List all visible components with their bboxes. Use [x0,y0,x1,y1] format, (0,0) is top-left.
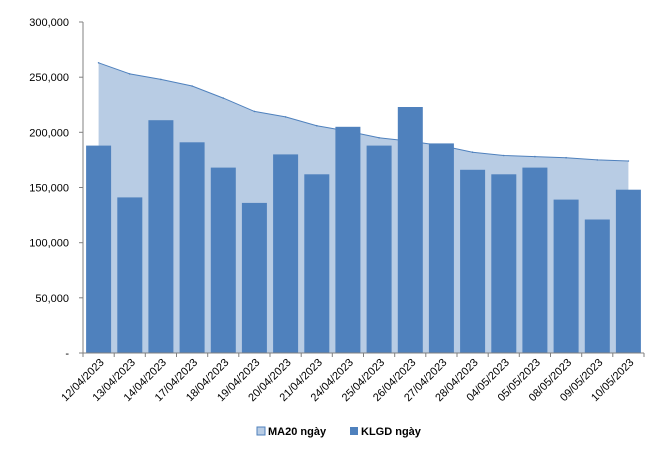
y-tick-label: 50,000 [35,293,69,305]
klgd-bar [428,143,454,353]
ma20-point [129,73,131,75]
ma20-line [98,62,629,162]
klgd-bar [615,189,641,353]
klgd-bar [117,197,143,353]
ma20-area [98,62,629,354]
klgd-bar [210,167,236,353]
klgd-bar [304,174,330,353]
klgd-bar [460,169,486,353]
ma20-point [471,151,474,153]
y-tick-labels: - 50,000 100,000 150,000 200,000 250,000 300,0… [29,17,83,360]
y-tick-label: - [65,348,69,360]
ma20-point [503,154,505,157]
y-tick-label: 100,000 [29,238,69,250]
klgd-bar-layer [86,107,641,353]
legend-label-klgd: KLGD ngày [361,426,422,438]
klgd-bar [148,120,174,353]
ma20-point [627,160,630,162]
klgd-bar [241,202,267,353]
klgd-bar [366,145,392,353]
ma20-area-layer [97,62,630,354]
ma20-point [97,62,100,64]
ma20-point [596,159,599,161]
ma20-point [378,137,380,139]
klgd-bar [584,219,610,353]
ma20-point [191,85,193,87]
klgd-bar [553,199,579,353]
ma20-point [284,116,287,118]
ma20-point [316,124,318,127]
y-tick-label: 200,000 [29,127,69,139]
y-tick-label: 300,000 [29,17,69,29]
y-tick-label: 150,000 [29,183,69,195]
klgd-bar [179,142,205,353]
klgd-bar [335,126,361,353]
klgd-bar [491,174,517,353]
klgd-bar [86,145,112,353]
ma20-point [253,110,256,113]
klgd-bar [522,167,548,353]
ma20-point [160,78,162,81]
ma20-point [534,155,536,158]
ma20-point [565,156,567,159]
x-tick-labels: 12/04/202313/04/202314/04/202317/04/2023… [59,353,645,404]
ma20-point [222,97,225,99]
klgd-bar [397,107,423,353]
y-tick-label: 250,000 [29,72,69,84]
legend-swatch-klgd [350,427,358,435]
klgd-bar [273,154,299,353]
legend-label-ma20: MA20 ngày [268,426,327,438]
legend-swatch-ma20 [256,426,266,436]
legend: MA20 ngày KLGD ngày [256,426,422,438]
